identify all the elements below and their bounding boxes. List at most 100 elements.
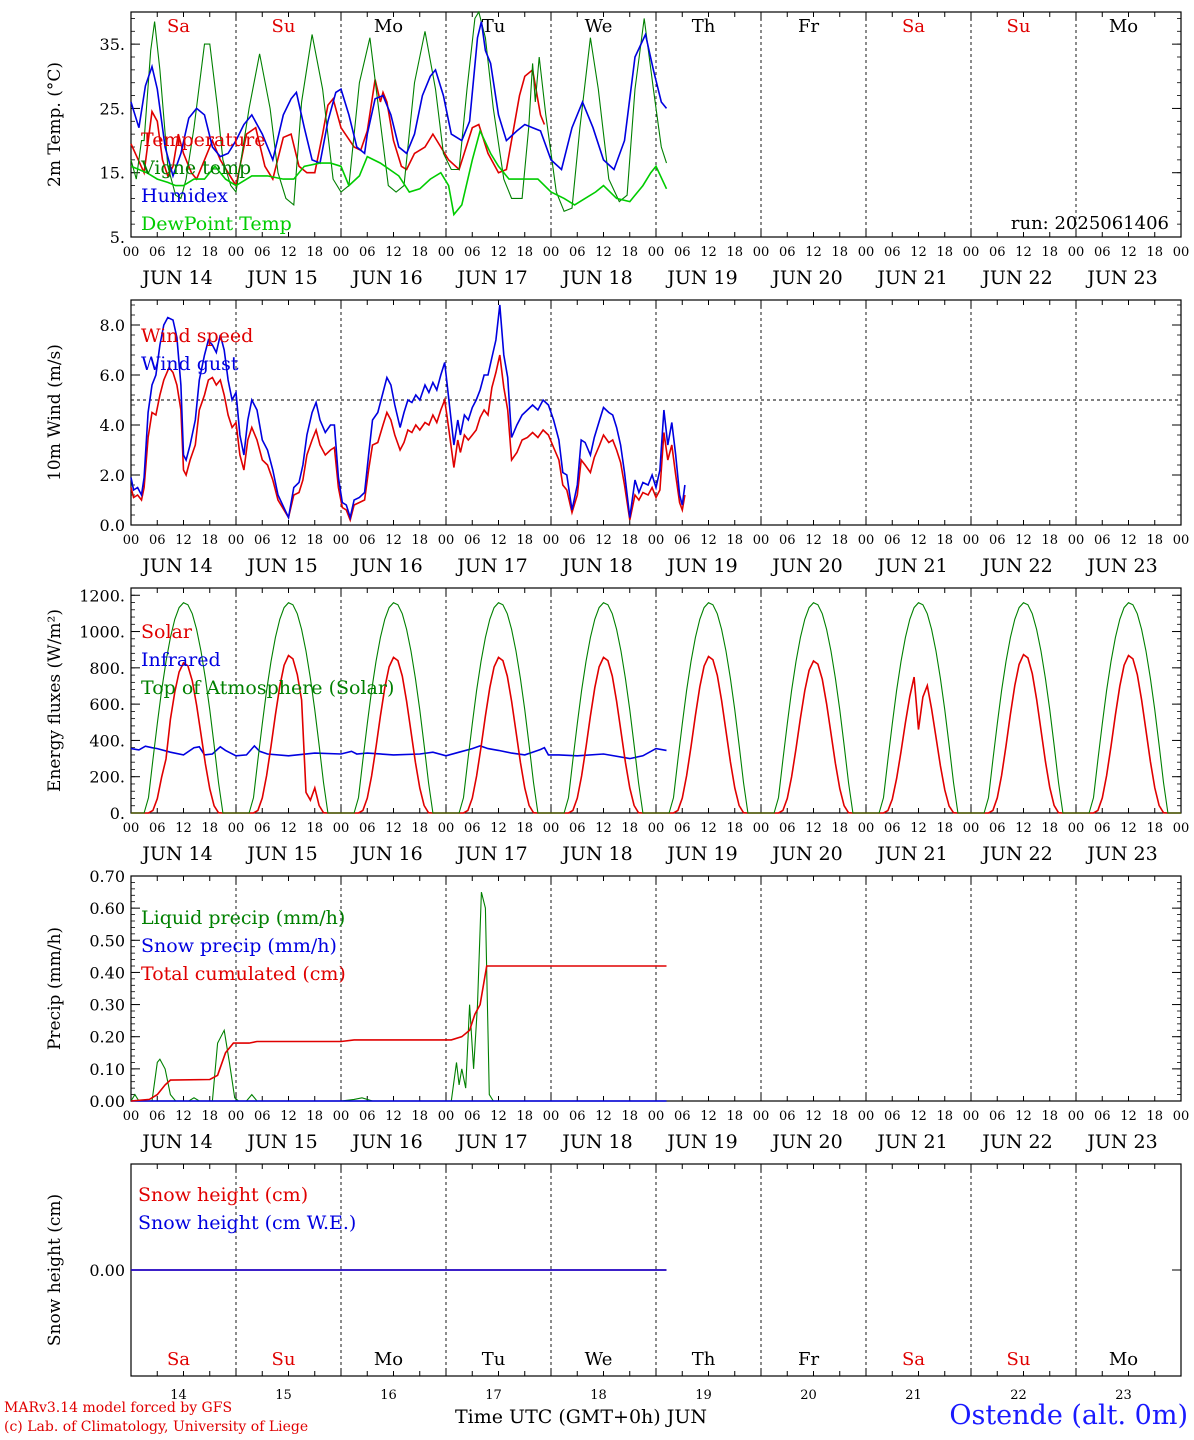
- hour-tick-label: 18: [306, 533, 323, 548]
- weekday-label: We: [585, 16, 613, 37]
- hour-tick-label: 00: [648, 533, 665, 548]
- hour-tick-label: 12: [595, 821, 612, 836]
- hour-tick-label: 12: [805, 1109, 822, 1124]
- date-label: JUN 20: [770, 267, 842, 289]
- hour-tick-label: 00: [228, 245, 245, 260]
- panel-3-y-tick-label: 0.30: [89, 996, 125, 1015]
- hour-tick-label: 06: [569, 1109, 586, 1124]
- hour-tick-label: 00: [123, 821, 140, 836]
- panel-2-y-tick-label: 600.: [89, 695, 125, 714]
- hour-tick-label: 00: [1173, 533, 1190, 548]
- day-number-label: 19: [695, 1388, 712, 1403]
- hour-tick-label: 12: [1015, 1109, 1032, 1124]
- weekday-label-bottom: Mo: [1109, 1349, 1138, 1370]
- hour-tick-label: 00: [123, 1109, 140, 1124]
- date-label: JUN 14: [140, 1131, 212, 1153]
- day-number-label: 23: [1115, 1388, 1132, 1403]
- hour-tick-label: 00: [963, 821, 980, 836]
- weekday-label: Th: [692, 16, 716, 37]
- legend-snow-height-cm-w-e-: Snow height (cm W.E.): [138, 1212, 356, 1234]
- panel-2-y-tick-label: 1000.: [79, 623, 125, 642]
- hour-tick-label: 00: [753, 245, 770, 260]
- hour-tick-label: 00: [858, 245, 875, 260]
- hour-tick-label: 06: [1094, 821, 1111, 836]
- hour-tick-label: 06: [254, 821, 271, 836]
- hour-tick-label: 00: [858, 1109, 875, 1124]
- hour-tick-label: 12: [1015, 821, 1032, 836]
- hour-tick-label: 18: [1041, 821, 1058, 836]
- hour-tick-label: 00: [753, 533, 770, 548]
- panel-0-y-label: 2m Temp. (°C): [45, 62, 65, 187]
- hour-tick-label: 00: [438, 821, 455, 836]
- weekday-label-bottom: Th: [692, 1349, 716, 1370]
- hour-tick-label: 06: [464, 245, 481, 260]
- hour-tick-label: 00: [543, 245, 560, 260]
- weekday-label: Mo: [1109, 16, 1138, 37]
- hour-tick-label: 00: [438, 1109, 455, 1124]
- date-label: JUN 19: [665, 267, 737, 289]
- hour-tick-label: 00: [1173, 1109, 1190, 1124]
- weekday-label-bottom: Mo: [374, 1349, 403, 1370]
- hour-tick-label: 12: [385, 1109, 402, 1124]
- day-number-label: 20: [800, 1388, 817, 1403]
- hour-tick-label: 18: [201, 245, 218, 260]
- hour-tick-label: 18: [1041, 1109, 1058, 1124]
- hour-tick-label: 06: [884, 821, 901, 836]
- hour-tick-label: 06: [779, 533, 796, 548]
- hour-tick-label: 18: [726, 533, 743, 548]
- legend-humidex: Humidex: [141, 185, 228, 207]
- hour-tick-label: 00: [333, 245, 350, 260]
- hour-tick-label: 06: [359, 1109, 376, 1124]
- x-axis-title: Time UTC (GMT+0h) JUN: [455, 1406, 707, 1428]
- hour-tick-label: 06: [359, 533, 376, 548]
- hour-tick-label: 00: [963, 533, 980, 548]
- series-wind-speed: [130, 354, 686, 523]
- panel-1-y-tick-label: 2.0: [100, 466, 125, 485]
- series-vigne-temp: [130, 10, 668, 213]
- panel-3-y-tick-label: 0.40: [89, 963, 125, 982]
- panel-2-y-tick-label: 1200.: [79, 586, 125, 605]
- hour-tick-label: 06: [674, 533, 691, 548]
- date-label: JUN 20: [770, 555, 842, 577]
- hour-tick-label: 18: [306, 821, 323, 836]
- hour-tick-label: 12: [280, 533, 297, 548]
- hour-tick-label: 00: [228, 821, 245, 836]
- series-wind-gust: [130, 304, 686, 521]
- day-number-label: 14: [170, 1388, 187, 1403]
- hour-tick-label: 12: [700, 1109, 717, 1124]
- hour-tick-label: 18: [936, 821, 953, 836]
- date-label: JUN 18: [560, 843, 632, 865]
- hour-tick-label: 00: [648, 821, 665, 836]
- hour-tick-label: 06: [989, 821, 1006, 836]
- hour-tick-label: 18: [621, 1109, 638, 1124]
- hour-tick-label: 00: [123, 533, 140, 548]
- series-liquid-precip-mm-h-: [130, 891, 667, 1102]
- hour-tick-label: 00: [1068, 821, 1085, 836]
- date-label: JUN 22: [980, 843, 1052, 865]
- hour-tick-label: 12: [1120, 245, 1137, 260]
- run-annotation: run: 2025061406: [1011, 213, 1169, 234]
- hour-tick-label: 18: [1146, 1109, 1163, 1124]
- hour-tick-label: 18: [201, 533, 218, 548]
- hour-tick-label: 18: [726, 1109, 743, 1124]
- panel-3-y-tick-label: 0.50: [89, 931, 125, 950]
- hour-tick-label: 00: [1068, 245, 1085, 260]
- hour-tick-label: 06: [1094, 245, 1111, 260]
- date-label: JUN 23: [1085, 1131, 1157, 1153]
- panel-3-y-tick-label: 0.10: [89, 1060, 125, 1079]
- date-label: JUN 19: [665, 555, 737, 577]
- hour-tick-label: 12: [175, 1109, 192, 1124]
- hour-tick-label: 18: [936, 1109, 953, 1124]
- hour-tick-label: 00: [963, 245, 980, 260]
- hour-tick-label: 06: [674, 821, 691, 836]
- hour-tick-label: 12: [1120, 1109, 1137, 1124]
- hour-tick-label: 12: [280, 1109, 297, 1124]
- panel-0-y-tick-label: 35.: [100, 35, 125, 54]
- series-top-of-atmosphere-solar-: [131, 602, 1181, 814]
- weekday-label-bottom: Su: [272, 1349, 296, 1370]
- hour-tick-label: 18: [1146, 821, 1163, 836]
- hour-tick-label: 12: [700, 245, 717, 260]
- hour-tick-label: 18: [621, 821, 638, 836]
- date-label: JUN 14: [140, 843, 212, 865]
- legend-dewpoint-temp: DewPoint Temp: [141, 213, 292, 235]
